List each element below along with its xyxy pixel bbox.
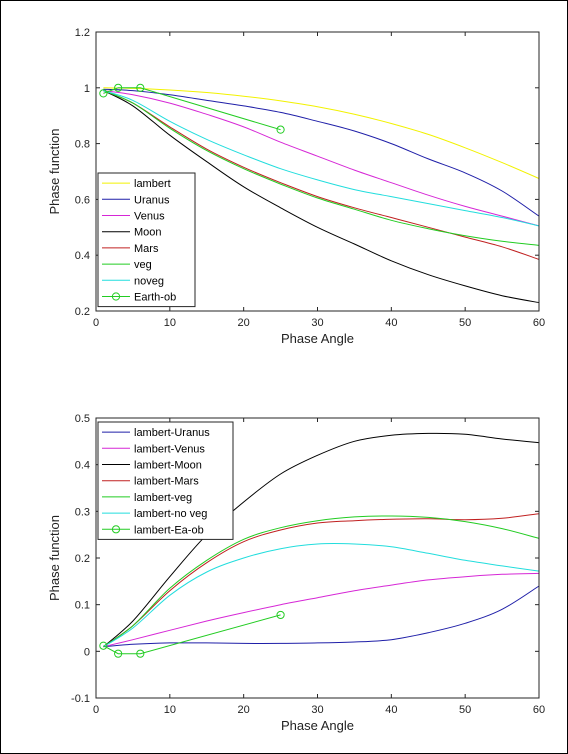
- legend-label: lambert-veg: [134, 492, 192, 504]
- y-tick-label: -0.1: [71, 693, 90, 705]
- x-axis-label: Phase Angle: [281, 331, 354, 346]
- legend-label: lambert-Ea-ob: [134, 524, 204, 536]
- x-tick-label: 40: [385, 317, 397, 329]
- y-tick-label: 0: [84, 646, 90, 658]
- legend-label: lambert: [134, 178, 171, 190]
- x-tick-label: 60: [533, 704, 545, 716]
- legend: lambert-Uranus lambert-Venus lambert-Moon l…: [98, 422, 233, 539]
- y-axis-label: Phase function: [47, 515, 62, 601]
- y-tick-label: 0.4: [75, 250, 90, 262]
- y-tick-label: 0.1: [75, 600, 90, 612]
- legend-label: lambert-Mars: [134, 476, 199, 488]
- x-tick-label: 0: [93, 704, 99, 716]
- y-tick-label: 0.3: [75, 506, 90, 518]
- x-tick-label: 50: [459, 317, 471, 329]
- legend-label: veg: [134, 259, 152, 271]
- y-tick-label: 0.5: [75, 413, 90, 425]
- y-tick-label: 0.4: [75, 460, 90, 472]
- legend-label: Earth-ob: [134, 292, 176, 304]
- y-tick-label: 0.2: [75, 306, 90, 318]
- x-tick-label: 20: [238, 317, 250, 329]
- x-tick-label: 20: [238, 704, 250, 716]
- legend-label: lambert-no veg: [134, 508, 207, 520]
- y-tick-label: 1.2: [75, 27, 90, 39]
- x-tick-label: 10: [164, 317, 176, 329]
- y-axis-label: Phase function: [47, 128, 62, 214]
- y-tick-label: 1: [84, 83, 90, 95]
- x-tick-label: 30: [311, 704, 323, 716]
- legend-label: Uranus: [134, 194, 170, 206]
- legend-label: lambert-Uranus: [134, 427, 210, 439]
- x-tick-label: 0: [93, 317, 99, 329]
- legend: lambert Uranus Venus Moon Mars veg noveg Earth-…: [98, 173, 195, 307]
- x-tick-label: 50: [459, 704, 471, 716]
- legend-label: lambert-Moon: [134, 460, 202, 472]
- x-tick-label: 10: [164, 704, 176, 716]
- legend-label: Moon: [134, 227, 162, 239]
- legend-label: Venus: [134, 211, 165, 223]
- y-tick-label: 0.6: [75, 194, 90, 206]
- legend-label: lambert-Venus: [134, 443, 205, 455]
- x-axis-label: Phase Angle: [281, 718, 354, 733]
- x-tick-label: 30: [311, 317, 323, 329]
- y-tick-label: 0.2: [75, 553, 90, 565]
- legend-label: Mars: [134, 243, 159, 255]
- chart-1: 0 10 20 30 40 50 60 0.2 0.4 0.6 0.8 1 1.2 Phase Angle…: [47, 27, 545, 346]
- x-tick-label: 40: [385, 704, 397, 716]
- y-tick-label: 0.8: [75, 139, 90, 151]
- legend-label: noveg: [134, 275, 164, 287]
- x-tick-label: 60: [533, 317, 545, 329]
